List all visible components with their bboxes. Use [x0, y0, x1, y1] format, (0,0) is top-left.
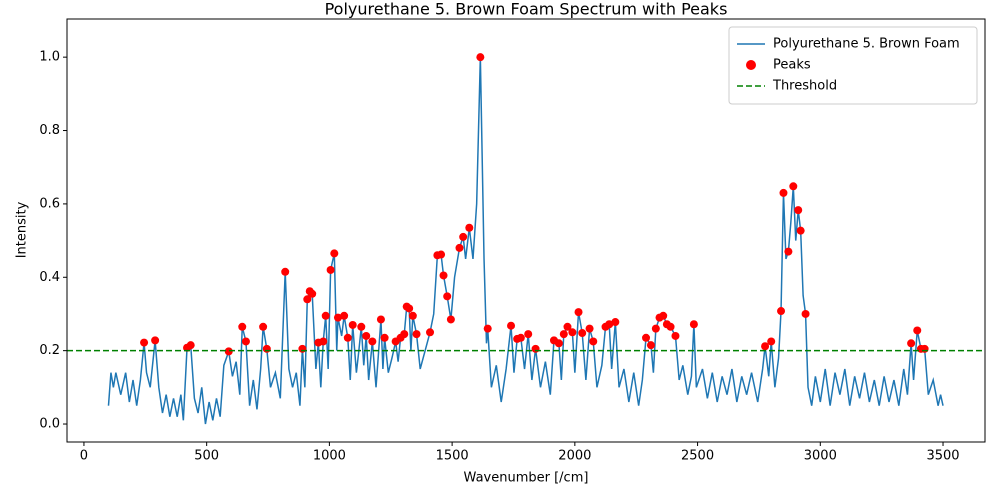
peak-point [446, 315, 455, 324]
peak-point [333, 313, 342, 322]
peak-point [574, 308, 583, 317]
x-tick-label: 1000 [313, 449, 346, 464]
x-tick-label: 1500 [436, 449, 469, 464]
peak-point [689, 320, 698, 329]
peak-point [357, 322, 366, 331]
peak-point [281, 267, 290, 276]
peak-point [907, 339, 916, 348]
peak-point [559, 330, 568, 339]
peak-point [405, 304, 414, 313]
y-axis-label: Intensity [15, 201, 30, 258]
peak-point [784, 247, 793, 256]
peak-point [642, 333, 651, 342]
peak-point [439, 271, 448, 280]
peak-point [465, 223, 474, 232]
spectrum-line [107, 57, 944, 425]
legend-label: Peaks [773, 58, 811, 73]
peak-point [651, 324, 660, 333]
y-tick-label: 0.4 [39, 270, 60, 285]
peak-point [568, 328, 577, 337]
peak-point [796, 226, 805, 235]
x-tick-label: 0 [80, 449, 88, 464]
peak-point [605, 320, 614, 329]
peak-point [913, 326, 922, 335]
peak-point [761, 342, 770, 351]
peak-point [321, 311, 330, 320]
peak-point [259, 322, 268, 331]
peak-point [408, 311, 417, 320]
peak-point [380, 333, 389, 342]
peak-point [801, 309, 810, 318]
peak-point [531, 344, 540, 353]
peak-point [400, 330, 409, 339]
peak-point [767, 337, 776, 346]
peak-point [646, 341, 655, 350]
peak-point [348, 320, 357, 329]
peak-point [437, 250, 446, 259]
peak-point [330, 249, 339, 258]
peak-point [426, 328, 435, 337]
peak-point [340, 311, 349, 320]
peak-point [241, 337, 250, 346]
peak-point [151, 336, 160, 345]
peak-point [611, 318, 620, 327]
peak-point [459, 232, 468, 241]
peak-point [920, 344, 929, 353]
peak-point [362, 331, 371, 340]
legend-label: Threshold [772, 79, 837, 94]
peak-point [186, 341, 195, 350]
y-tick-label: 0.2 [39, 343, 60, 358]
peak-point [224, 347, 233, 356]
peak-point [308, 289, 317, 298]
peak-point [794, 206, 803, 215]
peak-point [507, 321, 516, 330]
peak-point [443, 292, 452, 301]
peak-point [516, 333, 525, 342]
legend-label: Polyurethane 5. Brown Foam [773, 37, 960, 52]
peak-point [319, 337, 328, 346]
peak-point [524, 330, 533, 339]
peak-point [563, 322, 572, 331]
peak-point [483, 324, 492, 333]
peak-point [368, 337, 377, 346]
legend-box [728, 26, 978, 105]
peak-point [262, 344, 271, 353]
peak-point [298, 344, 307, 353]
peak-point [326, 265, 335, 274]
peak-point [671, 331, 680, 340]
legend-marker [746, 60, 756, 70]
peak-point [238, 322, 247, 331]
peak-point [578, 329, 587, 338]
peak-point [140, 338, 149, 347]
y-tick-label: 0.8 [39, 123, 60, 138]
peak-point [777, 307, 786, 316]
peak-point [554, 339, 563, 348]
legend: Polyurethane 5. Brown Foam Peaks Threshold [728, 26, 978, 105]
y-tick-label: 0.0 [39, 417, 60, 432]
x-tick-label: 500 [194, 449, 219, 464]
peak-point [589, 337, 598, 346]
x-tick-label: 2000 [558, 449, 591, 464]
peak-point [659, 311, 668, 320]
peak-point [343, 333, 352, 342]
peak-point [666, 322, 675, 331]
peak-point [789, 182, 798, 191]
x-tick-label: 3000 [804, 449, 837, 464]
x-axis-label: Wavenumber [/cm] [464, 471, 589, 486]
peak-point [779, 188, 788, 197]
peak-point [455, 243, 464, 252]
chart-title: Polyurethane 5. Brown Foam Spectrum with… [325, 0, 728, 19]
peak-point [303, 295, 312, 304]
y-tick-label: 0.6 [39, 196, 60, 211]
x-tick-label: 3500 [926, 449, 959, 464]
peak-point [412, 330, 421, 339]
peak-point [476, 53, 485, 62]
peak-point [376, 315, 385, 324]
x-tick-label: 2500 [681, 449, 714, 464]
plot-frame [66, 18, 986, 443]
y-tick-label: 1.0 [39, 50, 60, 65]
peak-point [585, 324, 594, 333]
